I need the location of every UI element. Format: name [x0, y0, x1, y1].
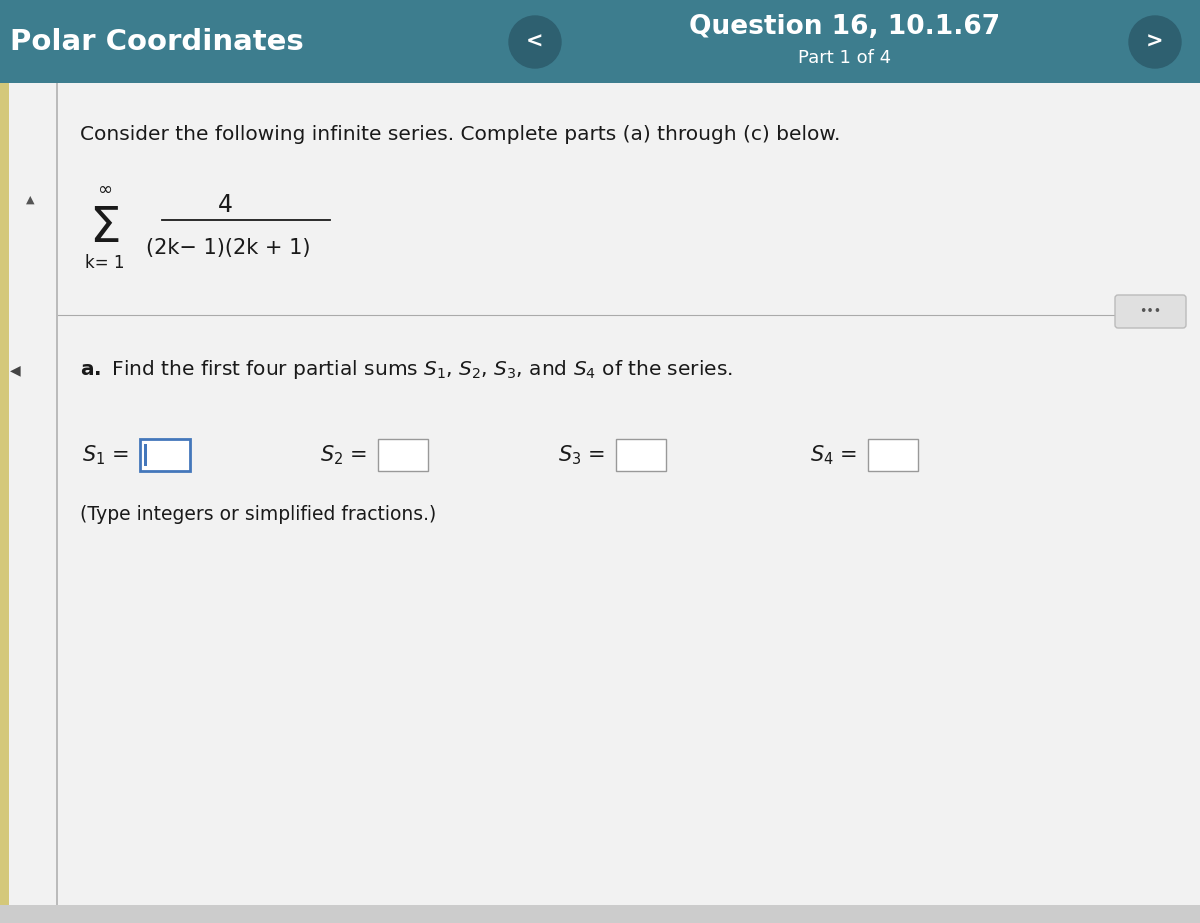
- Text: k= 1: k= 1: [85, 254, 125, 272]
- Text: •••: •••: [1140, 305, 1162, 318]
- Text: $S_2$ =: $S_2$ =: [320, 443, 367, 467]
- Text: Question 16, 10.1.67: Question 16, 10.1.67: [690, 14, 1001, 40]
- Text: >: >: [1146, 32, 1164, 52]
- Bar: [140, 439, 190, 471]
- FancyBboxPatch shape: [1115, 295, 1186, 328]
- Text: Polar Coordinates: Polar Coordinates: [10, 28, 304, 56]
- Text: Part 1 of 4: Part 1 of 4: [798, 49, 892, 67]
- Text: 4: 4: [217, 193, 233, 217]
- Circle shape: [509, 16, 562, 68]
- Bar: [616, 439, 666, 471]
- Bar: [0, 83, 10, 923]
- Text: ◀: ◀: [10, 363, 20, 377]
- Text: $S_3$ =: $S_3$ =: [558, 443, 605, 467]
- Text: (Type integers or simplified fractions.): (Type integers or simplified fractions.): [80, 505, 437, 524]
- Text: $\mathbf{a.}$ Find the first four partial sums $S_1$, $S_2$, $S_3$, and $S_4$ of: $\mathbf{a.}$ Find the first four partia…: [80, 358, 733, 381]
- Bar: [144, 444, 148, 466]
- Text: <: <: [527, 32, 544, 52]
- Text: Consider the following infinite series. Complete parts (a) through (c) below.: Consider the following infinite series. …: [80, 125, 840, 144]
- Bar: [0, 905, 1200, 923]
- Bar: [56, 83, 58, 923]
- Bar: [0, 0, 1200, 83]
- Text: $S_1$ =: $S_1$ =: [82, 443, 130, 467]
- Text: (2k− 1)(2k + 1): (2k− 1)(2k + 1): [145, 238, 311, 258]
- Text: Σ: Σ: [89, 204, 121, 252]
- Text: ▲: ▲: [25, 195, 35, 205]
- Text: $S_4$ =: $S_4$ =: [810, 443, 857, 467]
- Circle shape: [1129, 16, 1181, 68]
- Bar: [378, 439, 428, 471]
- Text: ∞: ∞: [97, 181, 113, 199]
- Bar: [868, 439, 918, 471]
